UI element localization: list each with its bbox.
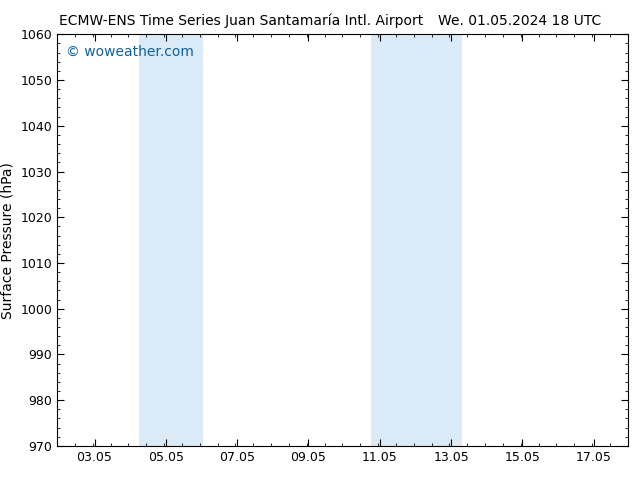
- Bar: [164, 34, 204, 446]
- Bar: [398, 34, 462, 446]
- Bar: [371, 34, 398, 446]
- Text: © woweather.com: © woweather.com: [66, 45, 193, 59]
- Text: ECMW-ENS Time Series Juan Santamaría Intl. Airport: ECMW-ENS Time Series Juan Santamaría Int…: [59, 14, 423, 28]
- Text: We. 01.05.2024 18 UTC: We. 01.05.2024 18 UTC: [438, 14, 602, 28]
- Bar: [139, 34, 164, 446]
- Y-axis label: Surface Pressure (hPa): Surface Pressure (hPa): [1, 162, 15, 318]
